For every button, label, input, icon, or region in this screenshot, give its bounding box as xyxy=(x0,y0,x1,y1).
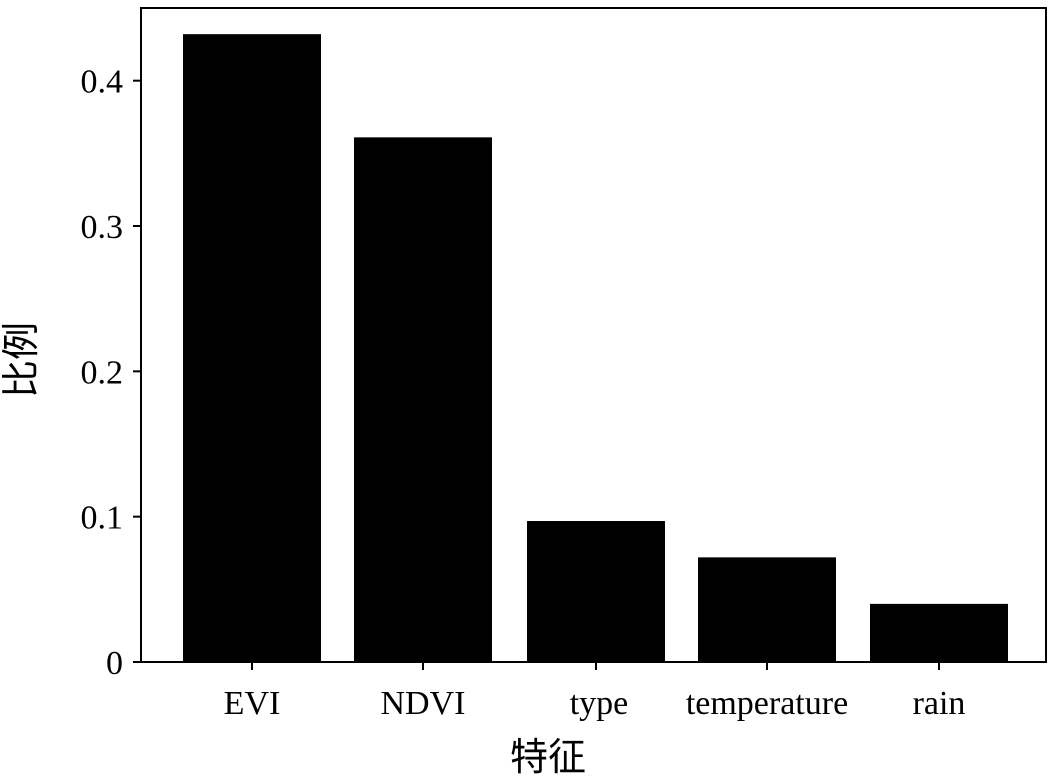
y-tick-label: 0.2 xyxy=(81,354,124,391)
y-axis-title: 比例 xyxy=(1,322,43,398)
x-tick-label: rain xyxy=(913,685,966,722)
bar-evi xyxy=(183,34,321,663)
bar-ndvi xyxy=(354,137,492,662)
ticks-group: EVI NDVI type temperature rain 0 0.1 0.2 0.3 0.4 xyxy=(81,64,966,722)
x-tick-label: EVI xyxy=(224,685,281,722)
y-tick-label: 0.4 xyxy=(81,64,124,101)
y-tick-label: 0.3 xyxy=(81,209,124,246)
bars-group xyxy=(183,34,1008,663)
x-axis-title: 特征 xyxy=(510,737,586,779)
bar-type xyxy=(527,521,665,662)
bar-temperature xyxy=(698,557,836,662)
y-tick-label: 0.1 xyxy=(81,500,124,537)
x-tick-label: temperature xyxy=(686,685,848,722)
plot-frame xyxy=(140,7,1047,663)
x-tick-label: NDVI xyxy=(381,685,466,722)
bar-rain xyxy=(870,603,1008,662)
x-tick-label: type xyxy=(570,685,629,722)
y-tick-label: 0 xyxy=(106,645,123,682)
